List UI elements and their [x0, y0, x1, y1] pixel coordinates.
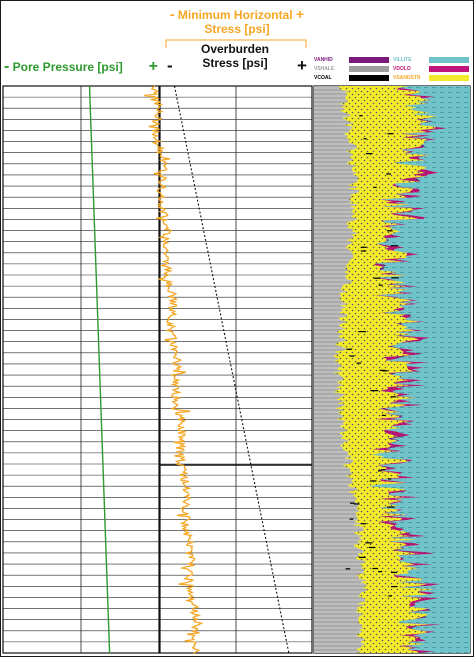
overburden-title-line2: Stress [psi] [202, 56, 268, 70]
area-vcoal [365, 542, 373, 544]
area-vcoal [388, 595, 392, 597]
area-vsandstn [333, 86, 438, 653]
overburden-curve [173, 85, 290, 654]
area-vcoal [391, 277, 400, 279]
area-vcoal [391, 585, 398, 588]
area-vcoal [379, 369, 386, 372]
min-stress-title-line1: Minimum Horizontal [177, 8, 293, 22]
area-vcoal [390, 571, 398, 573]
overburden-title-line1: Overburden [200, 42, 269, 56]
area-vcoal [377, 570, 383, 573]
legend-vcoal-label: VCOAL [314, 75, 332, 81]
area-vcoal [373, 277, 381, 279]
min-stress-minus: - [169, 6, 175, 22]
legend-vanhid-label: VANHID [314, 57, 333, 63]
legend-vdolo-label: VDOLO [393, 66, 411, 72]
min-stress-plus: + [295, 6, 305, 22]
area-vcoal [381, 469, 386, 471]
legend-vsandstn-swatch [429, 75, 469, 81]
area-vcoal [356, 362, 362, 364]
overburden-minus: - [167, 56, 173, 75]
area-vcoal [378, 284, 383, 286]
legend-vanhid-swatch [349, 57, 389, 63]
area-vcoal [378, 470, 382, 472]
lithology-legend: VANHID VILLITE VSHALE VDOLO VCOAL VSANDS… [313, 56, 471, 84]
area-vcoal [360, 250, 367, 252]
area-vcoal [386, 173, 391, 175]
area-vcoal [381, 414, 386, 416]
pore-pressure-curve [88, 85, 111, 654]
min-horizontal-stress-curve [144, 85, 204, 654]
area-vcoal [369, 480, 377, 482]
pore-minus: - [4, 58, 10, 75]
depth-grid [3, 86, 312, 653]
curves [88, 85, 290, 654]
min-stress-bracket [165, 39, 307, 48]
legend-villite-swatch [429, 57, 469, 63]
area-vcoal [349, 518, 354, 520]
area-vcoal [387, 506, 395, 508]
area-vcoal [372, 567, 379, 570]
area-vcoal [358, 331, 366, 333]
legend-vshale-swatch [349, 66, 389, 72]
overburden-plus: + [297, 56, 307, 75]
area-vshale [314, 86, 368, 653]
area-vcoal [358, 556, 366, 559]
area-vcoal [388, 478, 392, 480]
area-vcoal [365, 153, 373, 155]
area-vcoal [360, 523, 367, 525]
lithology-areas [314, 86, 470, 653]
pore-title-text: Pore Pressure [psi] [12, 60, 123, 74]
area-vcoal [349, 502, 355, 504]
area-vcoal [346, 348, 353, 350]
pore-pressure-title: - Pore Pressure [psi] + [4, 58, 162, 76]
area-vcoal [359, 115, 363, 117]
area-vcoal [363, 138, 367, 140]
area-vcoal [353, 503, 360, 505]
area-vcoal [370, 390, 379, 392]
area-vcoal [390, 396, 397, 398]
area-villite [368, 86, 470, 653]
area-vcoal [349, 355, 355, 357]
overburden-stress-title: Overburden Stress [psi] [160, 42, 310, 70]
min-horizontal-stress-title: - Minimum Horizontal + Stress [psi] [0, 7, 474, 36]
legend-vshale-label: VSHALE [314, 66, 335, 72]
area-vcoal [386, 230, 393, 232]
pore-plus: + [148, 58, 158, 75]
min-stress-title-line2: Stress [psi] [204, 22, 270, 36]
area-vcoal [387, 133, 394, 135]
legend-vcoal-swatch [349, 75, 389, 81]
area-vcoal [360, 246, 367, 248]
area-vcoal [345, 568, 351, 570]
area-vcoal [373, 186, 377, 188]
area-vcoal [368, 546, 376, 549]
legend-villite-label: VILLITE [393, 57, 412, 63]
legend-vdolo-swatch [429, 66, 469, 72]
area-vcoal [390, 245, 399, 247]
legend-vsandstn-label: VSANDSTN [393, 75, 421, 81]
